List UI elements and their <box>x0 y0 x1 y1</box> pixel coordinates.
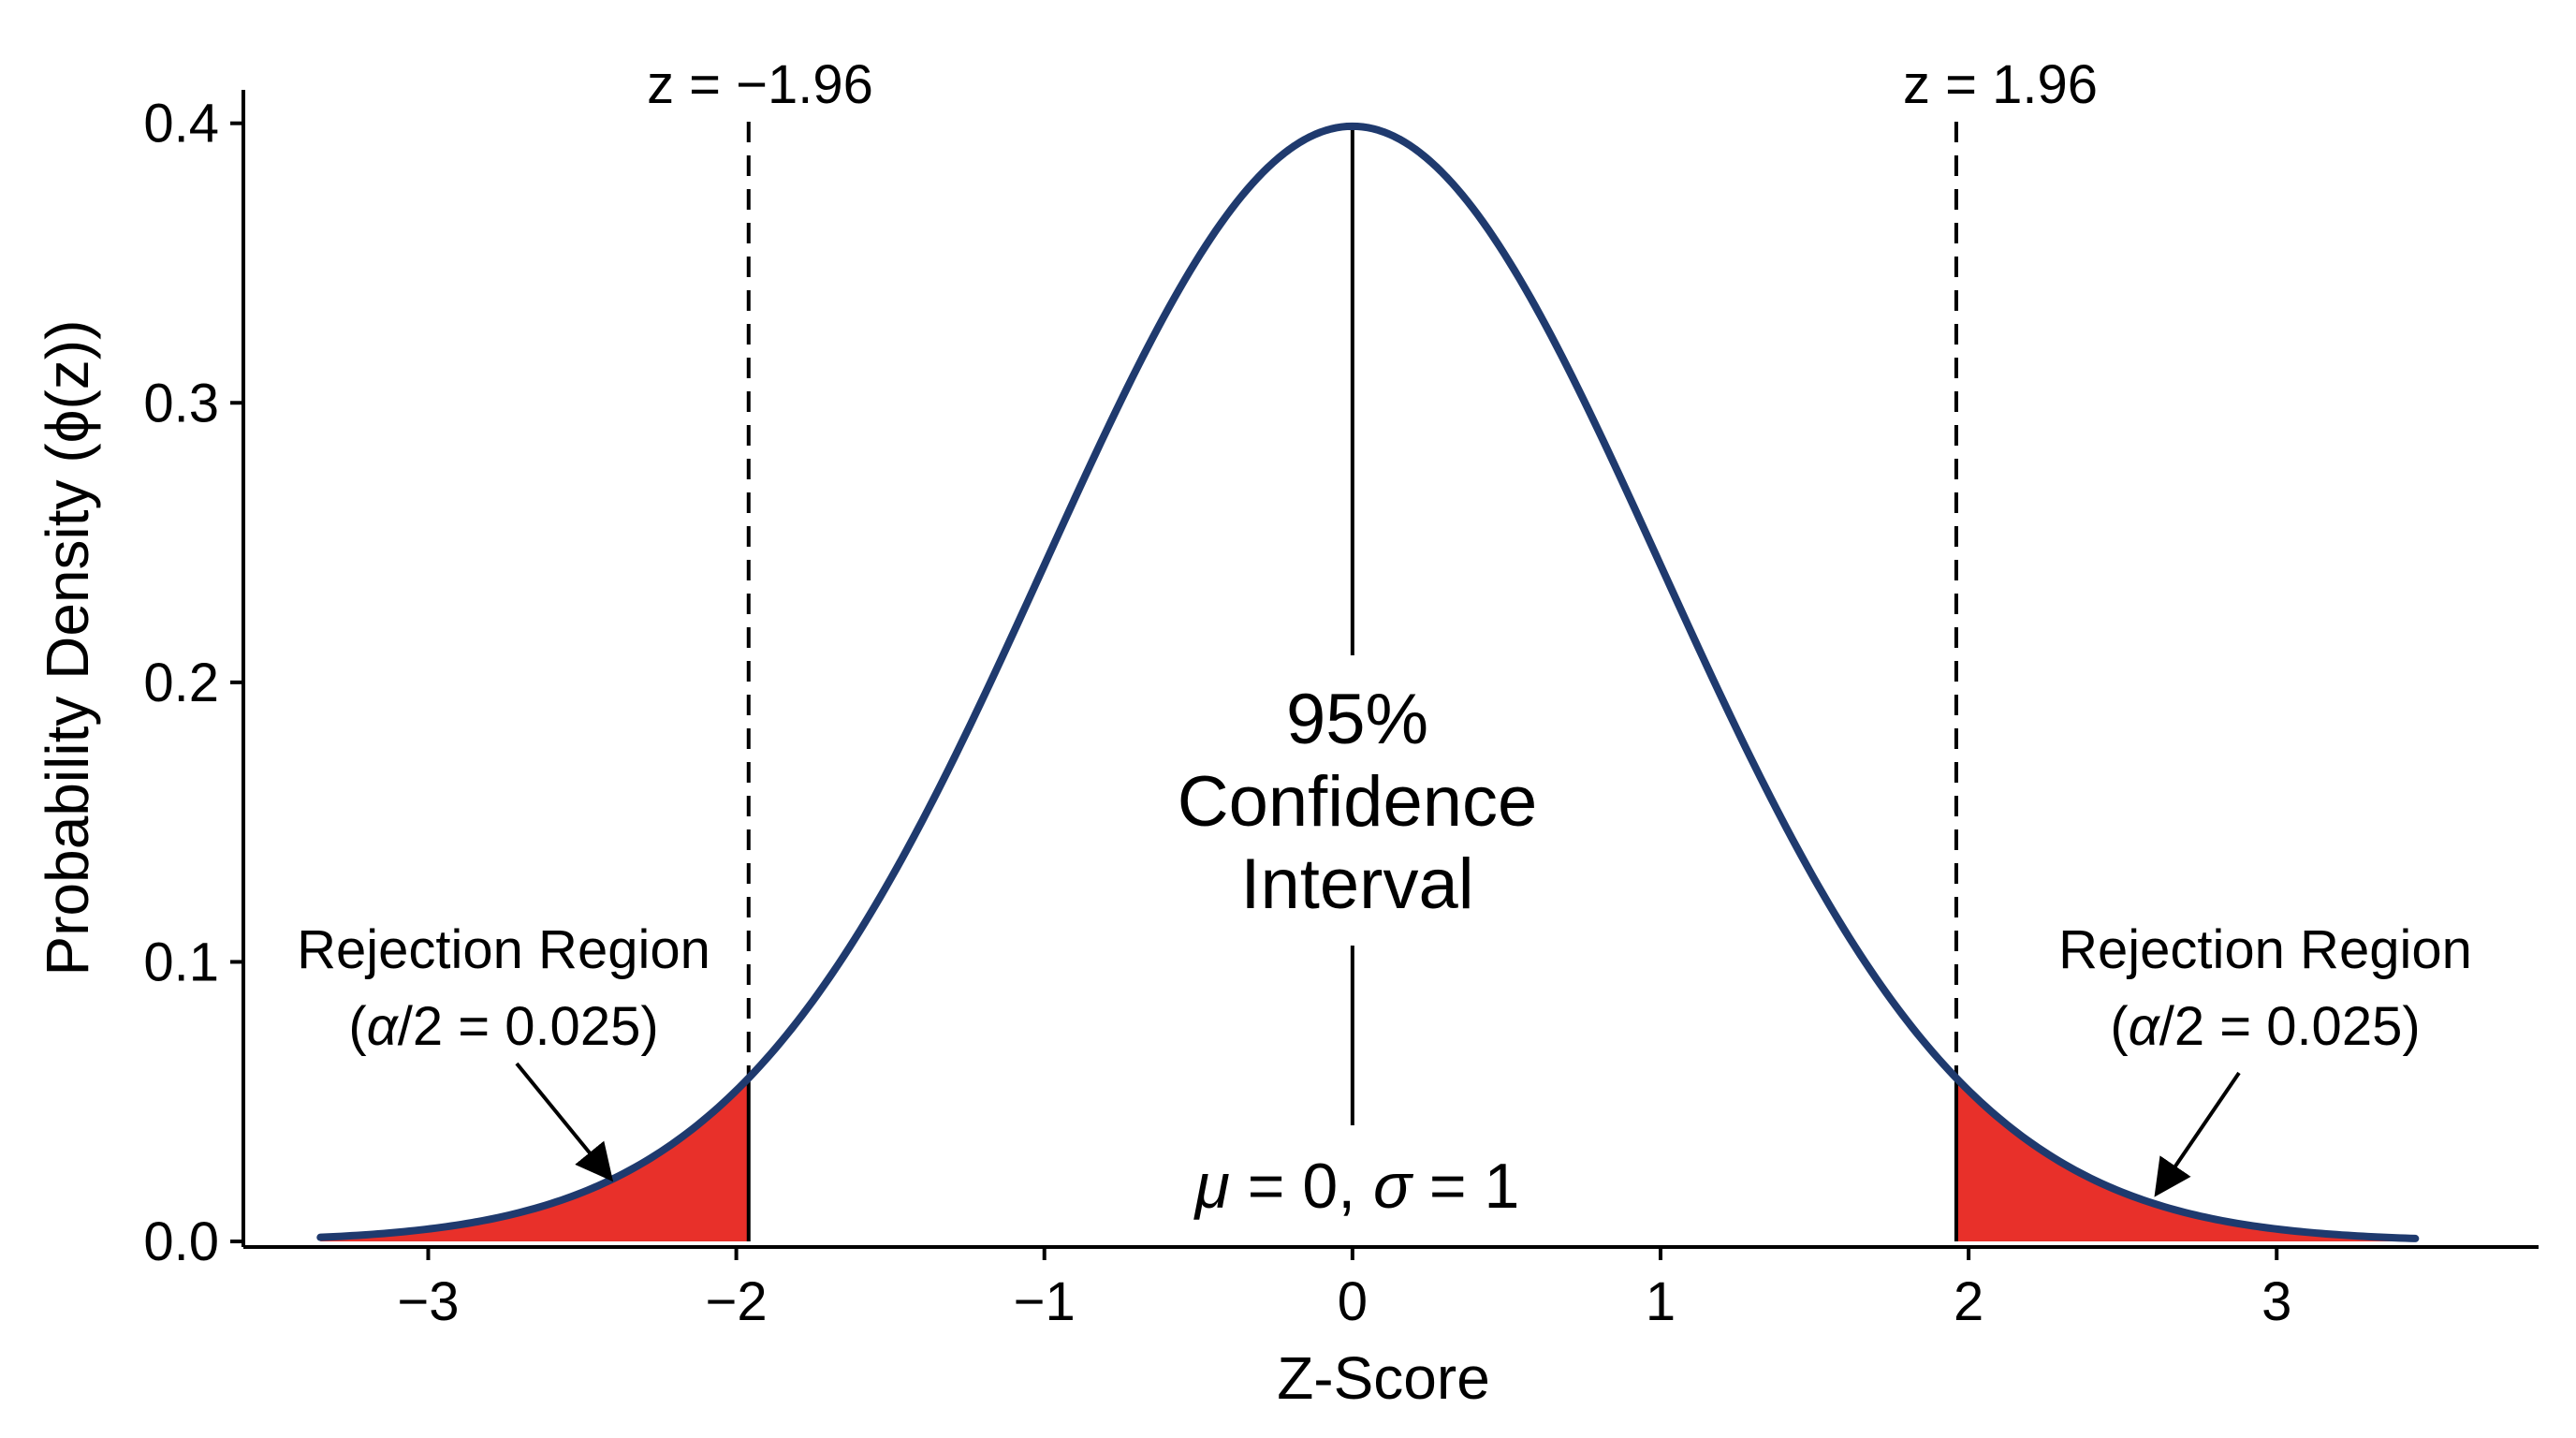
rejection-region-right-label-line1: Rejection Region <box>2058 919 2472 980</box>
alpha-value: /2 = 0.025 <box>2159 996 2403 1057</box>
distribution-parameters-label: μ = 0, σ = 1 <box>1193 1151 1520 1222</box>
x-tick-label: −1 <box>1014 1271 1076 1332</box>
y-tick-label: 0.1 <box>143 932 219 992</box>
x-axis-ticks: −3 −2 −1 0 1 2 3 <box>397 1247 2291 1332</box>
rejection-region-left-fill <box>320 1078 749 1242</box>
y-tick-label: 0.0 <box>143 1211 219 1272</box>
mu-symbol: μ <box>1193 1151 1230 1222</box>
x-axis-title: Z-Score <box>1277 1344 1490 1412</box>
close-paren: ) <box>2402 996 2420 1057</box>
y-axis-title: Probability Density (ϕ(z)) <box>34 320 101 976</box>
open-paren: ( <box>348 996 366 1057</box>
x-tick-label: 3 <box>2261 1271 2291 1332</box>
sigma-value: = 1 <box>1412 1151 1519 1222</box>
confidence-interval-label-line3: Interval <box>1240 844 1473 924</box>
y-axis-ticks: 0.0 0.1 0.2 0.3 0.4 <box>143 94 243 1272</box>
x-tick-label: −2 <box>706 1271 768 1332</box>
critical-value-label-right: z = 1.96 <box>1903 54 2098 115</box>
y-tick-label: 0.3 <box>143 373 219 433</box>
mu-value: = 0, <box>1230 1151 1373 1222</box>
alpha-symbol: α <box>2129 996 2161 1057</box>
confidence-interval-label-line1: 95% <box>1286 680 1428 759</box>
y-tick-label: 0.2 <box>143 653 219 713</box>
rejection-region-left-label-line1: Rejection Region <box>297 919 710 980</box>
normal-density-curve <box>316 122 2420 1242</box>
x-tick-label: 0 <box>1338 1271 1368 1332</box>
x-tick-label: 1 <box>1646 1271 1676 1332</box>
sigma-symbol: σ <box>1373 1151 1414 1222</box>
rejection-region-left-arrow <box>515 1062 614 1182</box>
rejection-region-right-fill <box>1955 1078 2416 1242</box>
rejection-region-right-arrow <box>2154 1071 2241 1197</box>
x-tick-label: −3 <box>397 1271 459 1332</box>
critical-value-label-left: z = −1.96 <box>647 54 873 115</box>
rejection-region-right-label-line2: (α/2 = 0.025) <box>2110 996 2420 1057</box>
confidence-interval-label-line2: Confidence <box>1178 762 1538 842</box>
rejection-region-left-label-line2: (α/2 = 0.025) <box>348 996 658 1057</box>
y-tick-label: 0.4 <box>143 94 219 154</box>
open-paren: ( <box>2110 996 2128 1057</box>
alpha-value: /2 = 0.025 <box>398 996 641 1057</box>
close-paren: ) <box>640 996 658 1057</box>
alpha-symbol: α <box>367 996 400 1057</box>
x-tick-label: 2 <box>1954 1271 1983 1332</box>
